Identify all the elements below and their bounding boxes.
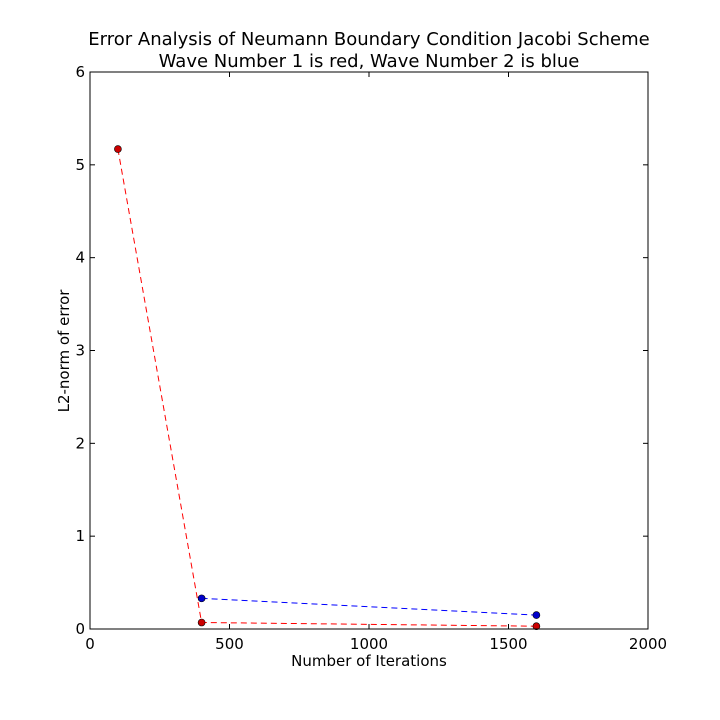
ticks-layer: 0 500 1000 1500 2000 0 1 2 3 4 5 6 [75,63,667,653]
y-tick-label: 2 [75,434,85,452]
y-axis-label: L2-norm of error [55,289,73,413]
data-point [532,622,541,631]
y-tick-label: 5 [75,156,85,174]
y-tick-label: 3 [75,342,85,360]
data-point [532,611,541,619]
x-tick-label: 2000 [629,635,667,653]
y-tick-label: 4 [75,249,85,267]
x-tick-label: 1500 [489,635,527,653]
series-layer [114,145,541,631]
data-point [197,594,206,603]
chart-subtitle: Wave Number 1 is red, Wave Number 2 is b… [159,51,580,72]
data-point [197,618,206,627]
series-line [201,597,537,616]
x-tick-label: 500 [215,635,244,653]
data-point [114,145,122,153]
y-tick-label: 0 [75,620,85,638]
x-axis-label: Number of Iterations [291,652,447,670]
y-tick-label: 1 [75,527,85,545]
series-line [117,148,537,627]
x-tick-label: 0 [85,635,95,653]
plot-frame [89,71,649,630]
x-tick-label: 1000 [350,635,388,653]
y-tick-label: 6 [75,63,85,81]
chart-title: Error Analysis of Neumann Boundary Condi… [88,29,649,50]
